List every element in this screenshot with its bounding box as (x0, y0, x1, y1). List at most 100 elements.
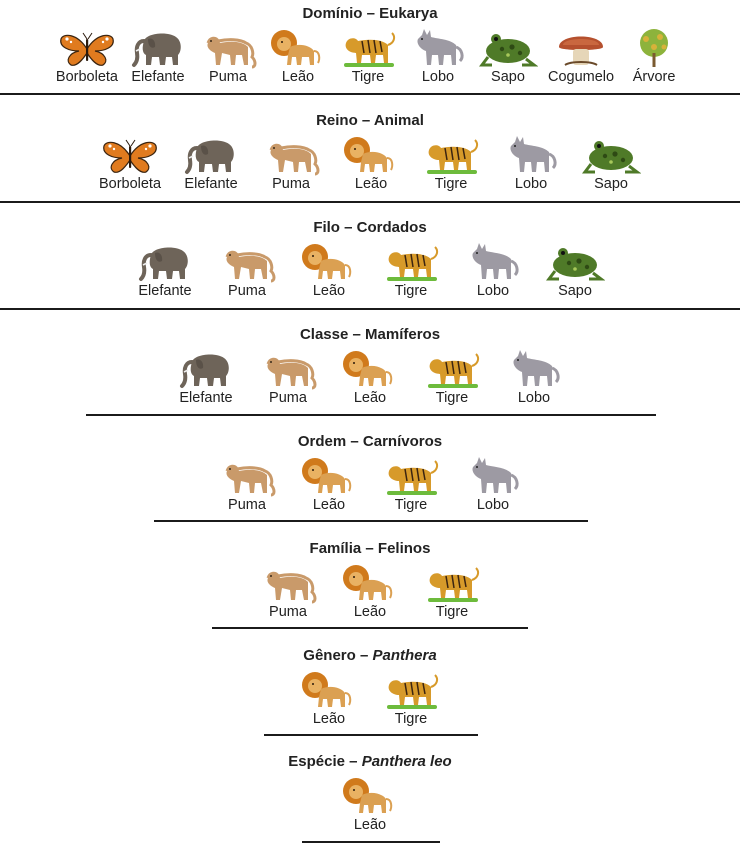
rank-separator: – (348, 326, 366, 343)
tiger-icon (387, 460, 439, 495)
rank-separator: – (362, 5, 380, 22)
level-divider (0, 201, 740, 203)
level-divider (154, 520, 588, 522)
wolf-icon (472, 243, 519, 279)
lion-icon (343, 778, 393, 813)
organism-label: Sapo (558, 283, 592, 299)
level-title: Classe – Mamíferos (0, 326, 740, 343)
organism-tiger: Tigre (381, 669, 441, 727)
organism-tree: Árvore (624, 27, 684, 85)
rank-separator: – (345, 753, 362, 770)
organism-tiger: Tigre (338, 27, 398, 85)
organism-puma: Puma (258, 562, 318, 620)
rank-separator: – (339, 219, 357, 236)
organism-lion: Leão (299, 669, 359, 727)
taxon-name: Panthera leo (361, 753, 452, 770)
organism-label: Lobo (514, 176, 548, 192)
organism-label: Leão (354, 176, 388, 192)
organism-label: Leão (312, 283, 346, 299)
organism-label: Cogumelo (547, 69, 615, 85)
taxon-name: Cordados (356, 219, 427, 236)
organism-puma: Puma (198, 27, 258, 85)
organism-label: Leão (353, 817, 387, 833)
tiger-icon (428, 353, 480, 388)
organism-row: Leão Tigre (0, 669, 740, 727)
taxon-name: Mamíferos (365, 326, 441, 343)
organism-tiger: Tigre (381, 455, 441, 513)
organism-label: Tigre (394, 711, 428, 727)
organism-frog: Sapo (478, 27, 538, 85)
organism-lion: Leão (299, 241, 359, 299)
lion-icon (302, 458, 352, 493)
organism-label: Leão (312, 497, 346, 513)
rank-label: Filo (313, 219, 340, 236)
organism-elephant: Elefante (135, 241, 195, 299)
organism-puma: Puma (217, 241, 277, 299)
organism-butterfly: Borboleta (56, 27, 118, 85)
organism-label: Elefante (184, 176, 238, 192)
butterfly-icon (60, 32, 114, 66)
organism-lion: Leão (340, 775, 400, 833)
organism-lion: Leão (268, 27, 328, 85)
organism-butterfly: Borboleta (99, 134, 161, 192)
organism-label: Tigre (435, 604, 469, 620)
organism-label: Leão (281, 69, 315, 85)
puma-icon (269, 143, 320, 176)
rank-separator: – (355, 647, 373, 664)
level-title: Gênero – Panthera (0, 647, 740, 664)
organism-row: Elefante Puma Leão Tigre Lobo (0, 348, 740, 406)
puma-icon (225, 464, 276, 497)
organism-label: Sapo (594, 176, 628, 192)
level-title: Ordem – Carnívoros (0, 433, 740, 450)
organism-label: Lobo (517, 390, 551, 406)
organism-frog: Sapo (581, 134, 642, 192)
elephant-icon (139, 247, 188, 281)
organism-mushroom: Cogumelo (548, 27, 614, 85)
level-divider (212, 627, 528, 629)
rank-label: Gênero (303, 647, 356, 664)
organism-lion: Leão (340, 562, 400, 620)
wolf-icon (510, 136, 557, 172)
taxon-name: Felinos (377, 540, 431, 557)
lion-icon (270, 30, 321, 65)
organism-lion: Leão (340, 348, 400, 406)
organism-label: Elefante (138, 283, 192, 299)
wolf-icon (417, 29, 464, 65)
organism-label: Puma (269, 390, 307, 406)
rank-separator: – (346, 433, 363, 450)
puma-icon (266, 571, 317, 604)
puma-icon (225, 250, 276, 283)
organism-lion: Leão (341, 134, 401, 192)
taxon-name: Panthera (372, 647, 437, 664)
organism-label: Puma (209, 69, 247, 85)
elephant-icon (180, 354, 229, 388)
organism-wolf: Lobo (504, 348, 564, 406)
organism-label: Leão (353, 390, 387, 406)
puma-icon (206, 36, 257, 69)
organism-elephant: Elefante (128, 27, 188, 85)
tiger-icon (343, 32, 396, 67)
organism-row: Borboleta Elefante Puma Leão Tigre Lobo … (0, 27, 740, 85)
level-title: Reino – Animal (0, 112, 740, 129)
level-divider (302, 841, 440, 843)
level-title: Filo – Cordados (0, 219, 740, 236)
organism-label: Borboleta (98, 176, 162, 192)
organism-label: Lobo (476, 283, 510, 299)
organism-label: Tigre (351, 69, 385, 85)
organism-tiger: Tigre (381, 241, 441, 299)
organism-label: Leão (312, 711, 346, 727)
organism-wolf: Lobo (463, 455, 523, 513)
organism-puma: Puma (258, 348, 318, 406)
organism-label: Tigre (434, 176, 468, 192)
organism-label: Lobo (476, 497, 510, 513)
organism-elephant: Elefante (181, 134, 241, 192)
rank-label: Domínio (302, 5, 363, 22)
organism-row: Puma Leão Tigre Lobo (0, 455, 740, 513)
level-divider (86, 414, 656, 416)
taxon-name: Carnívoros (362, 433, 443, 450)
wolf-icon (472, 457, 519, 493)
organism-puma: Puma (217, 455, 277, 513)
organism-row: Leão (0, 775, 740, 833)
taxon-name: Eukarya (379, 5, 438, 22)
organism-label: Árvore (632, 69, 676, 85)
